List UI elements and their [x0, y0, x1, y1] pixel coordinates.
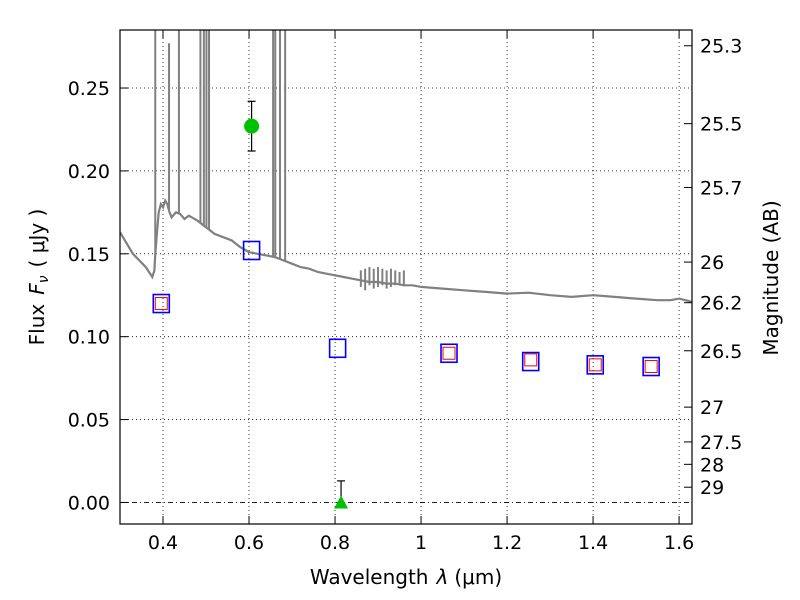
y2-tick-label: 25.7	[700, 177, 742, 199]
x-tick-label: 1.4	[578, 532, 608, 554]
observed-photometry-point	[644, 360, 658, 374]
observed-photometry-point	[524, 353, 538, 367]
gridlines	[120, 30, 692, 524]
y2-tick-label: 26	[700, 252, 724, 274]
model-photometry-point	[328, 338, 347, 359]
upper-limit-point	[334, 495, 349, 509]
y-tick-label: 0.00	[68, 492, 110, 514]
y2-tick-label: 25.5	[700, 114, 742, 136]
x-axis-label: Wavelength λ (μm)	[310, 565, 502, 589]
observed-photometry-point	[154, 297, 168, 311]
observed-photometry-point	[588, 358, 602, 372]
x-tick-label: 0.6	[234, 532, 264, 554]
y2-tick-label: 27	[700, 397, 724, 419]
model-photometry-point	[440, 343, 458, 364]
observed-photometry-point	[442, 346, 456, 360]
model-photometry-point	[521, 351, 540, 372]
y2-tick-label: 25.3	[700, 36, 742, 58]
plot-frame	[119, 29, 693, 525]
y2-axis-label: Magnitude (AB)	[759, 200, 783, 355]
x-tick-label: 1.6	[664, 532, 694, 554]
y-tick-label: 0.20	[68, 161, 110, 183]
model-photometry-point	[642, 356, 660, 377]
y2-tick-label: 29	[700, 477, 724, 499]
photometry-markers	[152, 100, 660, 509]
y-axis-label: FluxFν( μJy )	[25, 209, 52, 346]
y2-tick-label: 26.2	[700, 293, 742, 315]
model-photometry-point	[152, 293, 171, 314]
axes: 0.4 0.6 0.8 1 1.2 1.4 1.6 0.00 0.05 0.10 0.15 0.20 0…	[68, 29, 742, 554]
y-tick-label: 0.05	[68, 410, 110, 432]
x-tick-label: 0.4	[148, 532, 178, 554]
x-tick-label: 1	[415, 532, 427, 554]
x-tick-label: 0.8	[320, 532, 350, 554]
y2-tick-label: 28	[700, 454, 724, 476]
detection-point	[244, 118, 260, 134]
y2-tick-label: 27.5	[700, 432, 742, 454]
spectrum-line	[120, 198, 692, 303]
spectrum-series	[120, 30, 692, 303]
y-tick-label: 0.10	[68, 327, 110, 349]
y-tick-label: 0.25	[68, 78, 110, 100]
model-photometry-point	[586, 355, 605, 375]
x-tick-label: 1.2	[492, 532, 522, 554]
y2-tick-label: 26.5	[700, 341, 742, 363]
model-photometry-point	[242, 240, 261, 261]
y-tick-label: 0.15	[68, 244, 110, 266]
